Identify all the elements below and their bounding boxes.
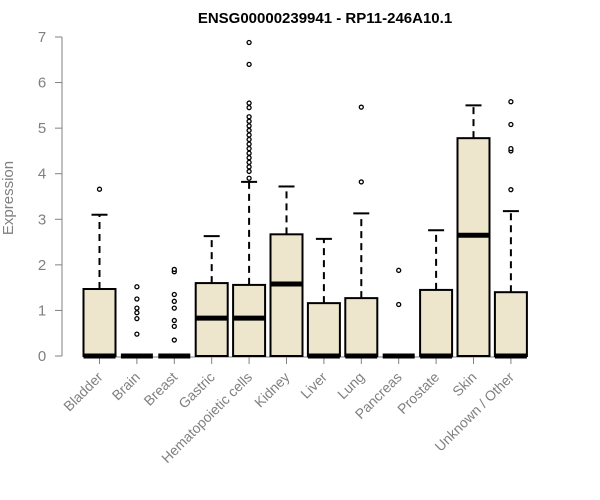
outlier-point: [96, 186, 103, 192]
x-tick-label: Lung: [334, 369, 367, 402]
x-tick-label: Bladder: [60, 369, 106, 415]
box-iqr: [344, 297, 379, 358]
outlier-point: [246, 127, 252, 134]
outlier-point: [508, 145, 514, 152]
outlier-point: [246, 145, 252, 152]
outlier-point: [246, 136, 252, 143]
box-bladder: [82, 186, 117, 359]
outlier-point: [246, 164, 252, 170]
outlier-point: [246, 150, 252, 156]
outlier-point: [246, 155, 252, 161]
y-tick-label: 4: [38, 166, 46, 183]
outlier-point: [134, 305, 140, 311]
y-tick-label: 0: [38, 348, 46, 365]
outlier-point: [246, 132, 252, 138]
outlier-point: [246, 61, 252, 67]
box-iqr: [456, 137, 491, 357]
x-tick-label: Kidney: [251, 369, 293, 411]
y-axis: 0 1 2 3 4 5 6 7: [38, 29, 63, 365]
outlier-point: [171, 323, 177, 330]
x-tick-label: Prostate: [394, 369, 442, 417]
y-tick-label: 7: [38, 29, 46, 46]
outlier-point: [171, 317, 177, 324]
x-tick-label: Liver: [297, 369, 330, 402]
box-iqr: [306, 302, 341, 358]
outlier-point: [134, 315, 140, 322]
outlier-point: [246, 168, 252, 175]
chart-title: ENSG00000239941 - RP11-246A10.1: [198, 10, 452, 27]
outlier-point: [171, 337, 177, 343]
outlier-point: [246, 104, 252, 111]
boxes: [82, 39, 528, 359]
box-gastric: [194, 235, 229, 358]
y-tick-label: 2: [38, 257, 46, 274]
box-unknown-other: [493, 99, 528, 359]
box-prostate: [419, 229, 454, 359]
outlier-point: [358, 104, 364, 110]
box-iqr: [82, 288, 117, 358]
outlier-point: [246, 123, 252, 129]
y-tick-label: 6: [38, 75, 46, 92]
box-iqr: [269, 233, 304, 357]
box-brain: [120, 284, 153, 359]
y-tick-label: 1: [38, 302, 46, 319]
box-skin: [456, 104, 491, 357]
y-tick-label: 3: [38, 211, 46, 228]
outlier-point: [134, 310, 140, 316]
y-axis-label: Expression: [0, 161, 17, 235]
outlier-point: [246, 118, 252, 124]
outlier-point: [508, 99, 514, 105]
outlier-point: [246, 100, 252, 106]
y-tick-label: 5: [38, 120, 46, 137]
box-pancreas: [382, 267, 415, 359]
box-lung: [344, 104, 379, 359]
outlier-point: [396, 301, 402, 308]
x-tick-label: Brain: [109, 369, 143, 403]
box-iqr: [419, 288, 454, 357]
outlier-point: [134, 331, 140, 337]
outlier-point: [171, 291, 177, 298]
outlier-point: [246, 141, 252, 147]
outlier-point: [508, 187, 514, 193]
box-liver: [306, 237, 341, 359]
box-hematopoietic-cells: [232, 39, 267, 357]
outlier-point: [171, 298, 177, 304]
outlier-point: [246, 159, 252, 165]
x-tick-label: Skin: [449, 369, 480, 400]
outlier-point: [246, 175, 252, 181]
x-tick-label: Breast: [140, 369, 180, 409]
outlier-point: [134, 296, 140, 302]
outlier-point: [246, 114, 252, 120]
outlier-point: [358, 179, 364, 185]
outlier-point: [134, 284, 140, 290]
outlier-point: [246, 39, 252, 46]
outlier-point: [171, 266, 177, 273]
box-kidney: [269, 185, 304, 357]
outlier-point: [171, 305, 177, 311]
outlier-point: [396, 267, 402, 273]
outlier-point: [508, 121, 514, 128]
box-breast: [158, 266, 191, 359]
box-iqr: [493, 291, 528, 358]
